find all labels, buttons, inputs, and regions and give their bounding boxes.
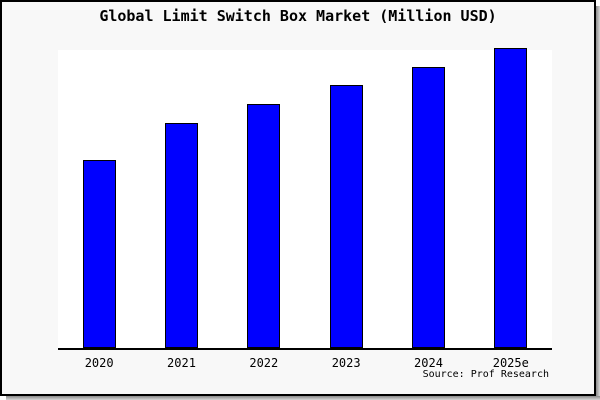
x-tick-label-2022: 2022: [249, 356, 279, 370]
bar-slot-2025e: [470, 48, 552, 348]
x-tick-label-2021: 2021: [167, 356, 196, 370]
bar-slot-2020: [58, 50, 140, 348]
frame-shadow-bottom: [6, 396, 600, 400]
bar-slot-2022: [223, 50, 305, 348]
bar-slot-2023: [305, 50, 387, 348]
bar-2023: [329, 84, 363, 348]
frame-shadow-right: [596, 6, 600, 396]
x-axis-labels: 2020 2021 2022 2023 2024 2025e: [58, 356, 552, 370]
bar-2021: [164, 123, 198, 348]
x-tick-label-2024: 2024: [414, 356, 443, 370]
bar-slot-2021: [140, 50, 222, 348]
x-tick-label-2025e: 2025e: [492, 356, 529, 370]
chart-title: Global Limit Switch Box Market (Million …: [99, 7, 497, 25]
plot-area: [58, 48, 552, 350]
bar-2024: [411, 67, 445, 348]
bar-2020: [82, 160, 116, 348]
source-credit: Source: Prof Research: [422, 369, 549, 380]
x-tick-label-2023: 2023: [331, 356, 361, 370]
bar-2022: [247, 104, 281, 348]
bar-2025e: [494, 48, 528, 348]
bar-slot-2024: [387, 50, 469, 348]
x-tick-label-2020: 2020: [84, 356, 114, 370]
